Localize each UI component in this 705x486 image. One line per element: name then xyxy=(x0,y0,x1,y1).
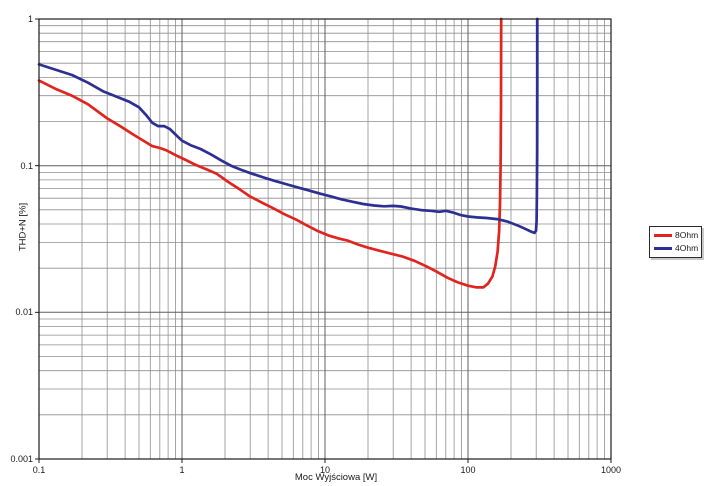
legend-item-4ohm: 4Ohm xyxy=(654,244,698,253)
y-tick-label-0.01: 0.01 xyxy=(15,307,33,318)
x-tick-label-0.1: 0.1 xyxy=(32,465,46,475)
series-curves xyxy=(37,17,539,289)
legend-label: 4Ohm xyxy=(675,243,699,253)
series-line-4ohm xyxy=(37,17,539,235)
x-axis-title: Moc Wyjściowa [W] xyxy=(294,472,378,483)
x-tick-label-1000: 1000 xyxy=(600,465,622,475)
y-tick-label-1: 1 xyxy=(27,14,33,24)
legend: 8Ohm 4Ohm xyxy=(649,226,702,258)
legend-item-8ohm: 8Ohm xyxy=(654,231,698,240)
y-axis-title: THD+N [%] xyxy=(17,202,29,252)
x-tick-label-1: 1 xyxy=(179,465,185,475)
x-tick-label-10: 10 xyxy=(319,465,331,475)
legend-swatch-8ohm xyxy=(654,234,672,237)
legend-label: 8Ohm xyxy=(675,230,699,240)
legend-swatch-4ohm xyxy=(654,247,672,250)
x-tick-label-100: 100 xyxy=(460,465,476,475)
y-tick-label-0.1: 0.1 xyxy=(20,160,33,171)
y-tick-label-0.001: 0.001 xyxy=(10,454,33,464)
axis-ticks xyxy=(35,18,612,463)
series-line-8ohm xyxy=(37,17,503,289)
